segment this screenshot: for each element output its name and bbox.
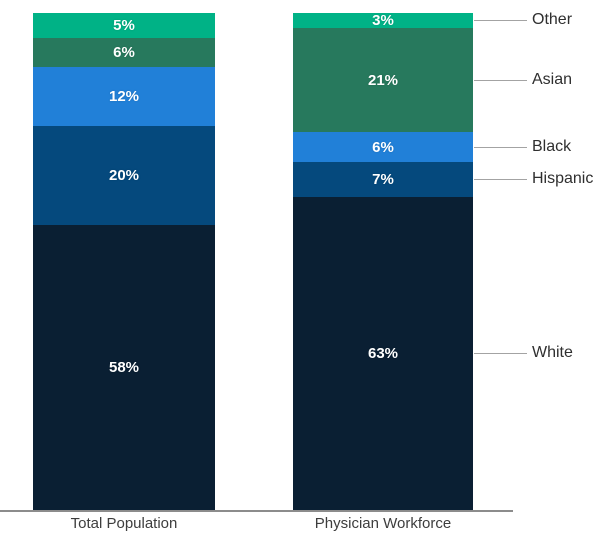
segment-value-label: 3% [372,11,394,29]
segment-value-label: 6% [372,138,394,156]
segment-white: 58% [33,224,215,510]
legend-connector-black [474,147,527,149]
legend-connector-white [474,353,527,355]
segment-value-label: 5% [113,16,135,34]
segment-value-label: 7% [372,170,394,188]
legend-connector-asian [474,80,527,82]
segment-black: 6% [293,132,473,163]
segment-value-label: 58% [108,358,140,376]
legend-label-other: Other [532,11,573,29]
segment-value-label: 12% [108,88,140,106]
segment-other: 5% [33,13,215,38]
legend-label-hispanic: Hispanic [532,170,594,188]
segment-value-label: 20% [108,166,140,184]
segment-other: 3% [293,13,473,28]
segment-hispanic: 20% [33,126,215,225]
legend-connector-hispanic [474,179,527,181]
bar-total-population: 5% 6% 12% 20% 58% [33,13,215,510]
x-axis-label-total-population: Total Population [70,515,178,532]
segment-black: 12% [33,67,215,127]
segment-hispanic: 7% [293,162,473,197]
segment-asian: 6% [33,37,215,68]
legend-label-black: Black [532,138,572,156]
legend-connector-other [474,20,527,22]
x-axis-label-physician-workforce: Physician Workforce [314,515,452,532]
segment-value-label: 6% [113,43,135,61]
bar-physician-workforce: 3% 21% 6% 7% 63% [293,13,473,510]
legend-label-white: White [532,344,573,362]
x-axis-line [0,510,513,512]
segment-asian: 21% [293,27,473,133]
legend-label-asian: Asian [532,71,573,89]
segment-white: 63% [293,196,473,510]
segment-value-label: 63% [367,344,399,362]
segment-value-label: 21% [367,71,399,89]
